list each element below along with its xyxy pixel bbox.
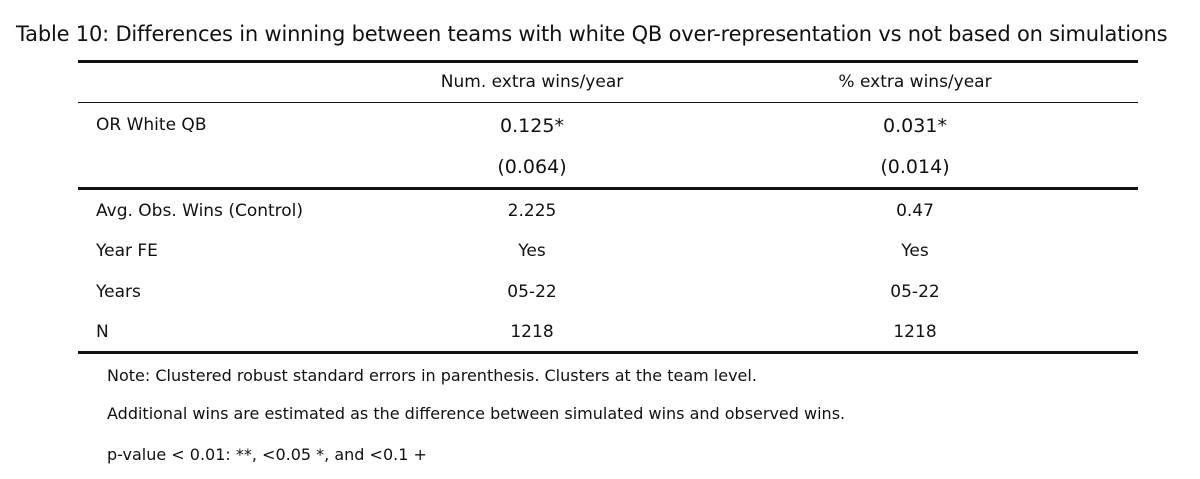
row-label-year-fe: Year FE	[96, 241, 158, 261]
note-additional-wins: Additional wins are estimated as the dif…	[107, 404, 846, 423]
bottom-rule	[78, 351, 1138, 354]
row-label-n: N	[96, 322, 109, 342]
mid-rule	[78, 187, 1138, 190]
coef-num-extra-wins: 0.125*	[500, 115, 564, 137]
coef-pct-extra-wins: 0.031*	[883, 115, 947, 137]
avg-obs-wins-num: 2.225	[507, 201, 557, 221]
se-num-extra-wins: (0.064)	[497, 156, 567, 178]
note-clustered-se: Note: Clustered robust standard errors i…	[107, 366, 757, 385]
n-pct: 1218	[893, 322, 937, 342]
se-pct-extra-wins: (0.014)	[880, 156, 950, 178]
column-header-num-extra-wins: Num. extra wins/year	[440, 72, 624, 92]
table-caption: Table 10: Differences in winning between…	[16, 22, 1168, 46]
row-label-or-white-qb: OR White QB	[96, 115, 207, 135]
years-pct: 05-22	[890, 282, 940, 302]
row-label-years: Years	[96, 282, 141, 302]
note-p-values: p-value < 0.01: **, <0.05 *, and <0.1 +	[107, 445, 427, 464]
n-num: 1218	[510, 322, 554, 342]
year-fe-num: Yes	[518, 241, 546, 261]
header-rule	[78, 102, 1138, 103]
row-label-avg-obs-wins: Avg. Obs. Wins (Control)	[96, 201, 304, 221]
years-num: 05-22	[507, 282, 557, 302]
column-header-pct-extra-wins: % extra wins/year	[838, 72, 992, 92]
top-rule	[78, 60, 1138, 63]
year-fe-pct: Yes	[901, 241, 929, 261]
avg-obs-wins-pct: 0.47	[896, 201, 934, 221]
